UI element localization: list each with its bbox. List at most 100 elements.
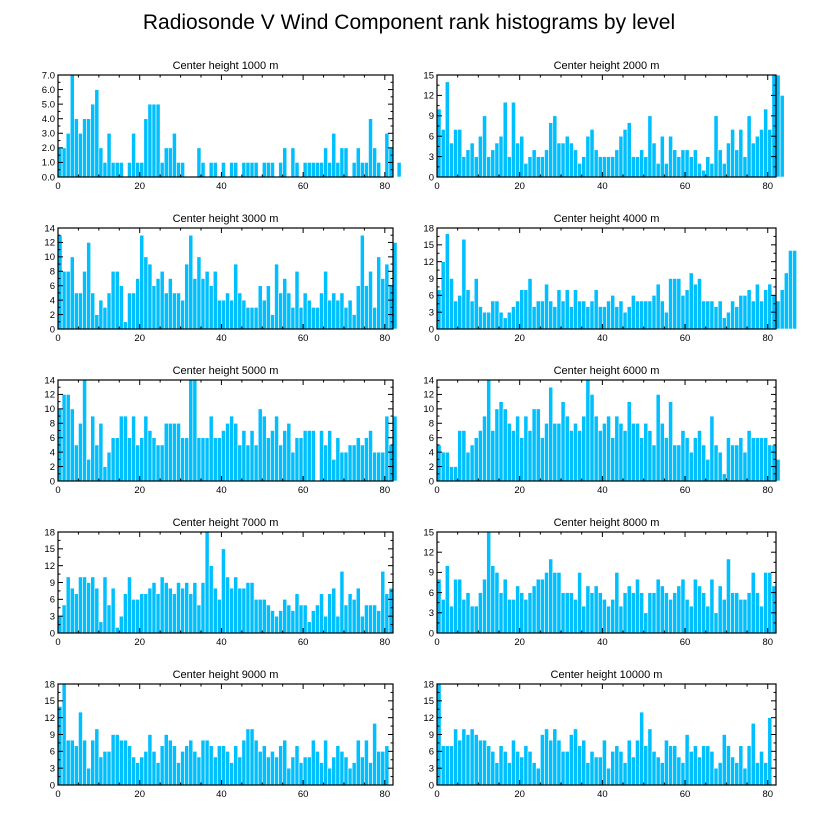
histogram-bar — [335, 745, 341, 786]
histogram-bar — [204, 437, 210, 482]
histogram-bar — [139, 234, 145, 330]
histogram-bar — [490, 430, 496, 482]
histogram-bar — [511, 739, 516, 786]
histogram-bar — [261, 415, 267, 482]
histogram-bar — [664, 311, 669, 330]
histogram-bar — [755, 592, 760, 634]
histogram-bar — [759, 751, 764, 786]
histogram-bar — [564, 415, 570, 482]
histogram-bar — [444, 451, 450, 482]
panel-4: Center height 4000 m 0 20 40 60 80 0 3 6 9 12 15 18 — [423, 213, 797, 344]
histogram-bar — [502, 408, 508, 482]
histogram-bar — [343, 307, 349, 330]
histogram-bar — [106, 292, 112, 330]
histogram-bar — [151, 285, 157, 330]
histogram-bar — [473, 734, 479, 786]
histogram-bar — [577, 745, 582, 786]
y-tick-label: 9 — [429, 730, 434, 741]
histogram-bar — [494, 300, 500, 330]
histogram-bar — [102, 466, 108, 482]
histogram-bar — [593, 756, 599, 786]
histogram-bar — [143, 751, 149, 786]
histogram-bar — [726, 437, 731, 482]
y-tick-label: 3 — [429, 608, 434, 619]
histogram-bar — [589, 129, 595, 178]
histogram-bar — [444, 81, 450, 178]
histogram-bar — [639, 300, 645, 330]
histogram-bar — [266, 285, 271, 330]
histogram-bar — [176, 762, 181, 786]
histogram-bar — [449, 745, 454, 786]
histogram-bar — [465, 451, 471, 482]
histogram-bar — [523, 163, 529, 178]
histogram-bar — [469, 142, 475, 178]
histogram-bar — [159, 444, 165, 482]
histogram-bar — [143, 593, 149, 634]
histogram-bar — [380, 751, 386, 786]
histogram-bar — [755, 135, 760, 178]
histogram-bar — [606, 300, 611, 330]
y-tick-label: 14 — [44, 375, 55, 386]
y-tick-label: 0 — [429, 780, 434, 791]
histogram-bar — [306, 621, 312, 634]
histogram-bar — [110, 162, 116, 178]
histogram-bar — [282, 147, 288, 178]
histogram-bar — [494, 142, 500, 178]
histogram-bar — [327, 299, 333, 330]
histogram-bar — [759, 300, 764, 330]
histogram-bar — [610, 751, 616, 786]
histogram-bar — [750, 142, 756, 178]
x-tick-label: 0 — [434, 789, 439, 800]
histogram-bar — [306, 756, 312, 786]
histogram-bar — [461, 728, 467, 786]
histogram-bar — [217, 299, 222, 330]
histogram-bar — [131, 292, 136, 330]
histogram-bar — [746, 745, 752, 786]
histogram-bar — [655, 283, 661, 330]
histogram-bar — [302, 604, 308, 634]
histogram-bar — [110, 734, 116, 786]
panel-5: Center height 5000 m 0 20 40 60 80 0 2 4 6 8 10 12 14 — [44, 365, 398, 496]
histogram-bar — [364, 437, 369, 482]
x-tick-label: 60 — [298, 637, 309, 648]
histogram-bar — [302, 292, 308, 330]
histogram-bar — [135, 278, 141, 330]
histogram-bar — [750, 300, 756, 330]
histogram-bar — [168, 147, 173, 178]
histogram-bar — [310, 307, 316, 330]
panel-title: Center height 7000 m — [173, 517, 279, 529]
histogram-bar — [294, 745, 300, 786]
histogram-bar — [196, 437, 202, 482]
y-tick-label: 8 — [50, 419, 55, 430]
histogram-bar — [540, 578, 545, 634]
x-tick-label: 40 — [216, 789, 227, 800]
histogram-bar — [233, 263, 239, 330]
histogram-bar — [94, 89, 100, 178]
histogram-bar — [102, 162, 108, 178]
histogram-bar — [123, 415, 128, 482]
histogram-bar — [515, 585, 520, 634]
histogram-bar — [552, 306, 558, 330]
histogram-bar — [106, 604, 112, 634]
histogram-bar — [347, 299, 353, 330]
x-tick-label: 80 — [380, 485, 391, 496]
histogram-bar — [564, 289, 570, 330]
histogram-bar — [368, 604, 373, 634]
histogram-bar — [602, 156, 607, 178]
histogram-bar — [659, 762, 665, 786]
histogram-bar — [327, 430, 333, 482]
histogram-bar — [351, 444, 357, 482]
histogram-bar — [709, 751, 715, 786]
histogram-bar — [763, 762, 769, 786]
histogram-bar — [494, 408, 500, 482]
histogram-bar — [502, 101, 508, 178]
histogram-bar — [319, 430, 324, 482]
histogram-bar — [310, 430, 316, 482]
histogram-bar — [82, 739, 87, 786]
histogram-bar — [651, 751, 657, 786]
histogram-bar — [688, 451, 694, 482]
y-tick-label: 12 — [44, 238, 55, 249]
histogram-bar — [544, 149, 549, 178]
histogram-bar — [701, 745, 707, 786]
y-tick-label: 6 — [429, 132, 434, 143]
